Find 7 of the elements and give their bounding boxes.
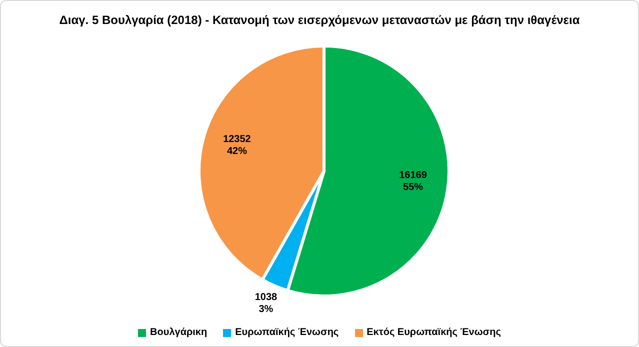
legend-label: Ευρωπαϊκής Ένωσης xyxy=(235,327,339,338)
data-label: 12352 42% xyxy=(223,134,252,158)
chart-title: Διαγ. 5 Βουλγαρία (2018) - Κατανομή των εισερχόμενων μεταναστών με βάση την ιθαγένεια xyxy=(58,13,581,27)
legend-label: Εκτός Ευρωπαϊκής Ένωσης xyxy=(366,327,501,338)
data-label: 1038 3% xyxy=(254,292,278,316)
data-label: 16169 55% xyxy=(399,170,428,194)
legend-label: Βουλγάρικη xyxy=(150,327,208,338)
